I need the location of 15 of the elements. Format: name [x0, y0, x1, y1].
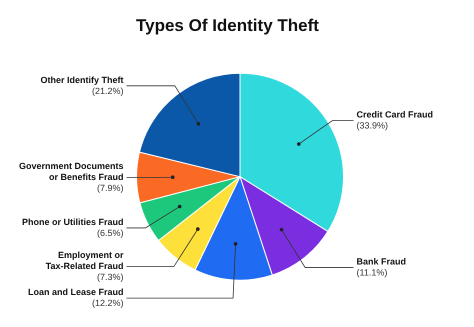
- slice-label: Government Documents or Benefits Fraud: [18, 161, 124, 182]
- data-label: (33.9%): [356, 120, 388, 131]
- slice-label: Other Identify Theft: [40, 74, 124, 85]
- slice-label: Employment or Tax-Related Fraud: [46, 250, 124, 272]
- data-label: (11.1%): [356, 268, 388, 278]
- slice-label: Credit Card Fraud: [356, 110, 434, 120]
- data-label: (6.5%): [96, 228, 124, 238]
- slice-label: Bank Fraud: [356, 256, 406, 267]
- data-label: (7.9%): [96, 183, 124, 194]
- data-label: (12.2%): [92, 298, 124, 308]
- slice-label: Phone or Utilities Fraud: [22, 216, 124, 227]
- data-label: (7.3%): [96, 272, 124, 282]
- slice-label: Loan and Lease Fraud: [28, 287, 124, 298]
- data-label: (21.2%): [92, 86, 124, 96]
- chart-title: Types Of Identity Theft: [136, 16, 320, 35]
